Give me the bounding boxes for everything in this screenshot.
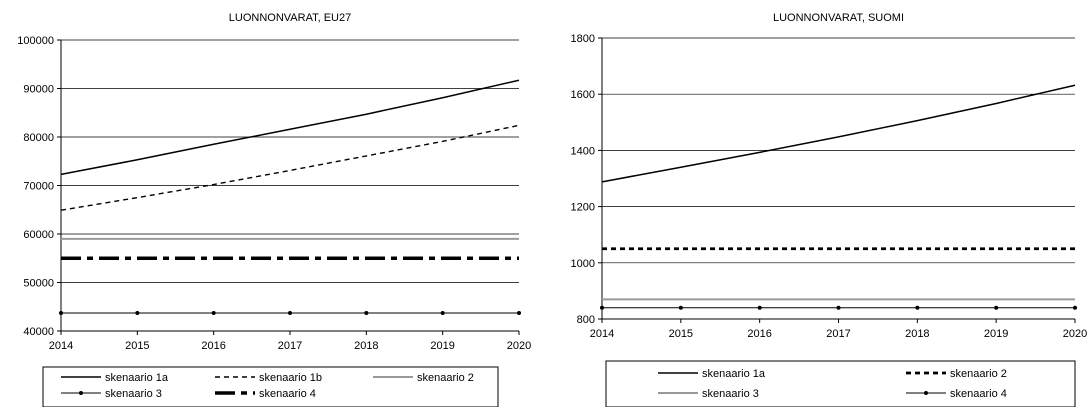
y-tick-label: 70000 [23, 181, 54, 193]
y-tick-label: 1000 [571, 258, 595, 270]
x-tick-label: 2018 [905, 328, 929, 340]
series-point [600, 305, 604, 310]
legend-label: skenaario 3 [105, 388, 162, 400]
chart-title: LUONNONVARAT, SUOMI [773, 12, 904, 24]
legend-label: skenaario 3 [702, 388, 759, 400]
series-point [836, 305, 841, 310]
series-point [59, 311, 63, 316]
series-point [994, 305, 999, 310]
chart-eu27: LUONNONVARAT, EU27 40000 50000 60000 70000 80… [17, 12, 531, 407]
x-tick-label: 2019 [984, 328, 1008, 340]
y-tick-label: 50000 [23, 278, 54, 290]
legend-swatch-point [79, 391, 83, 395]
y-tick-label: 60000 [23, 229, 54, 241]
legend-label: skenaario 1a [105, 372, 169, 384]
x-tick-label: 2016 [201, 340, 225, 352]
x-tick-label: 2017 [826, 328, 850, 340]
legend-swatch-point [924, 391, 928, 395]
legend-label: skenaario 2 [950, 368, 1007, 380]
series-line-skenaario-1b [60, 124, 520, 211]
chart-title: LUONNONVARAT, EU27 [229, 12, 351, 24]
x-tick-label: 2020 [1063, 328, 1087, 340]
y-tick-label: 40000 [23, 326, 54, 338]
legend-box [42, 366, 499, 407]
y-tick-label: 800 [577, 314, 595, 326]
y-tick-label: 1400 [571, 145, 595, 157]
x-tick-label: 2017 [278, 340, 302, 352]
series-point [915, 305, 920, 310]
y-tick-label: 100000 [17, 35, 54, 47]
x-tick-label: 2020 [507, 340, 531, 352]
x-tick-label: 2015 [669, 328, 693, 340]
y-tick-label: 1600 [571, 89, 595, 101]
series-line-skenaario-1a [60, 79, 520, 176]
series-point [364, 311, 369, 316]
series-point [440, 311, 445, 316]
legend-label: skenaario 1b [259, 372, 322, 384]
legend-box [605, 360, 1076, 407]
x-tick-label: 2019 [430, 340, 454, 352]
series-point [678, 305, 683, 310]
y-tick-label: 1200 [571, 202, 595, 214]
legend-label: skenaario 2 [417, 372, 474, 384]
x-tick-label: 2014 [590, 328, 614, 340]
y-tick-label: 80000 [23, 132, 54, 144]
legend-label: skenaario 4 [259, 388, 316, 400]
series-line-skenaario-1a [601, 84, 1076, 183]
series-point [757, 305, 762, 310]
series-point [288, 311, 292, 316]
series-point [517, 311, 521, 316]
series-point [135, 311, 140, 316]
chart-suomi: LUONNONVARAT, SUOMI 800 1000 1200 1400 1600 18… [571, 12, 1087, 407]
y-tick-label: 90000 [23, 84, 54, 96]
x-tick-label: 2018 [354, 340, 378, 352]
y-tick-label: 1800 [571, 33, 595, 45]
series-point [1073, 305, 1077, 310]
x-tick-label: 2014 [49, 340, 73, 352]
series-point [211, 311, 216, 316]
x-tick-label: 2015 [125, 340, 149, 352]
x-tick-label: 2016 [747, 328, 771, 340]
legend-label: skenaario 4 [950, 388, 1007, 400]
legend-label: skenaario 1a [702, 368, 766, 380]
